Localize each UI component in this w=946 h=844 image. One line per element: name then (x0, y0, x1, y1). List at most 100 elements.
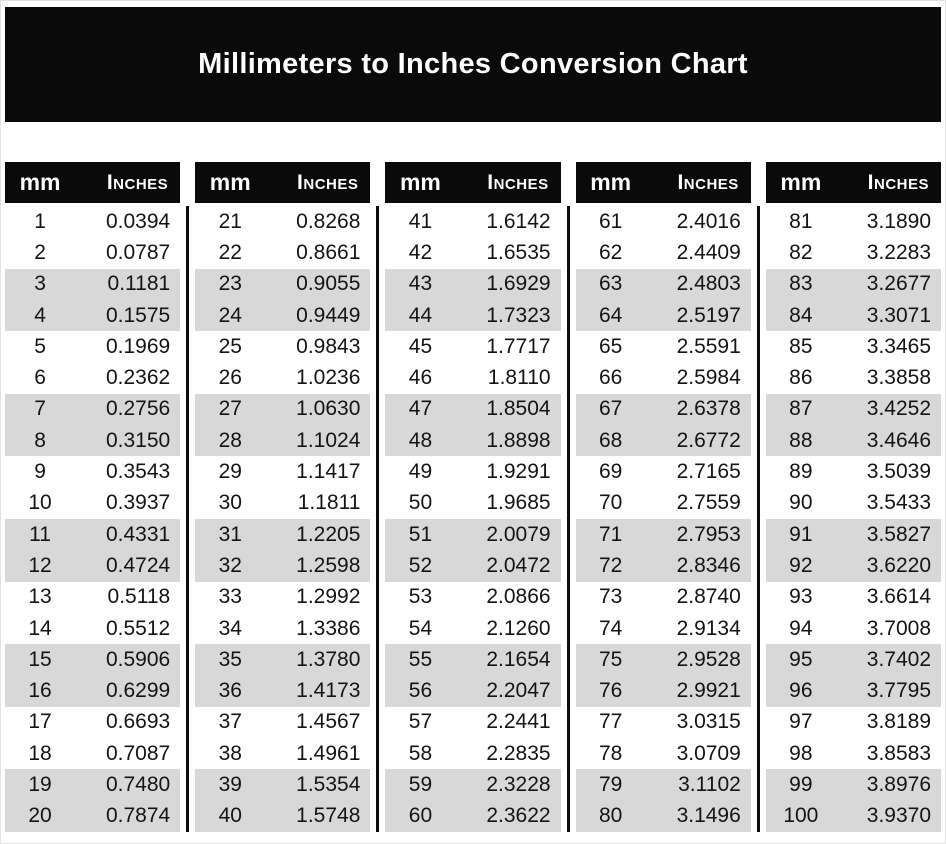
mm-cell: 86 (789, 366, 813, 390)
table-row: 73 2.8740 (575, 581, 751, 613)
inches-cell: 2.2835 (486, 741, 551, 765)
mm-cell: 90 (789, 491, 813, 515)
table-header: mm Inches (575, 162, 751, 203)
mm-cell: 100 (783, 804, 819, 828)
table-row: 6 0.2362 (5, 362, 181, 394)
inches-cell: 3.3465 (866, 334, 931, 358)
table-row: 8 0.3150 (5, 425, 181, 457)
inches-cell: 2.5591 (676, 334, 741, 358)
mm-cell: 81 (789, 209, 813, 233)
table-row: 36 1.4173 (195, 675, 371, 707)
inches-cell: 2.0472 (486, 553, 551, 577)
mm-cell: 13 (28, 585, 52, 609)
table-row: 97 3.8189 (765, 706, 942, 739)
mm-cell: 94 (789, 616, 813, 640)
inches-cell: 0.9055 (296, 272, 361, 296)
table-row: 2 0.0787 (5, 237, 181, 269)
inches-cell: 2.5197 (676, 303, 741, 327)
table-row: 70 2.7559 (575, 487, 751, 519)
inches-cell: 0.9449 (296, 303, 361, 327)
table-row: 57 2.2441 (385, 706, 561, 739)
table-row: 1 0.0394 (5, 206, 181, 238)
table-row: 28 1.1024 (195, 425, 371, 457)
mm-cell: 56 (408, 679, 433, 703)
inches-cell: 2.1654 (486, 647, 551, 671)
inches-cell: 0.2362 (105, 366, 171, 390)
inches-cell: 1.1024 (296, 428, 361, 452)
table-row: 22 0.8661 (195, 237, 371, 269)
inches-cell: 2.4016 (676, 209, 741, 233)
inches-cell: 0.5118 (107, 585, 171, 609)
inches-cell: 0.3543 (105, 460, 171, 484)
inches-cell: 0.4724 (105, 553, 171, 577)
inches-cell: 0.7874 (105, 804, 171, 828)
inches-cell: 1.5354 (296, 772, 361, 796)
mm-cell: 7 (34, 397, 46, 421)
table-row: 79 3.1102 (575, 769, 751, 801)
table-row: 17 0.6693 (5, 706, 181, 739)
table-row: 68 2.6772 (575, 425, 751, 457)
inches-cell: 3.4646 (866, 428, 931, 452)
table-row: 69 2.7165 (575, 456, 751, 488)
mm-cell: 34 (218, 616, 242, 640)
header-mm-label: mm (590, 169, 632, 195)
inches-cell: 2.6378 (676, 397, 741, 421)
mm-cell: 55 (408, 647, 433, 671)
table-row: 7 0.2756 (5, 393, 181, 426)
mm-cell: 41 (408, 209, 433, 233)
table-row: 92 3.6220 (765, 550, 942, 582)
mm-cell: 10 (28, 491, 52, 515)
table-row: 96 3.7795 (765, 675, 942, 707)
inches-cell: 0.9843 (296, 334, 361, 358)
header-mm-label: mm (780, 169, 822, 195)
mm-cell: 19 (28, 772, 52, 796)
mm-cell: 62 (598, 240, 623, 264)
header-mm-label: mm (19, 169, 61, 195)
table-row: 13 0.5118 (5, 581, 181, 613)
inches-cell: 2.1260 (486, 616, 551, 640)
mm-cell: 12 (28, 553, 52, 577)
table-body: 61 2.4016 62 2.4409 63 2.4803 64 2.5197 … (575, 206, 751, 832)
mm-cell: 96 (789, 679, 813, 703)
mm-cell: 49 (408, 460, 433, 484)
inches-cell: 3.2283 (866, 240, 931, 264)
mm-cell: 15 (28, 647, 52, 671)
table-row: 35 1.3780 (195, 644, 371, 676)
table-row: 64 2.5197 (575, 299, 751, 332)
mm-cell: 28 (218, 428, 242, 452)
inches-cell: 0.5512 (105, 616, 171, 640)
inches-cell: 0.2756 (105, 397, 171, 421)
table-row: 11 0.4331 (5, 518, 181, 551)
header-inches-label: Inches (677, 170, 739, 194)
mm-cell: 14 (28, 616, 52, 640)
mm-cell: 43 (408, 272, 433, 296)
table-row: 82 3.2283 (765, 237, 942, 269)
mm-cell: 92 (789, 553, 813, 577)
table-row: 88 3.4646 (765, 425, 942, 457)
mm-cell: 87 (789, 397, 813, 421)
mm-cell: 23 (218, 272, 242, 296)
mm-cell: 58 (408, 741, 433, 765)
table-row: 76 2.9921 (575, 675, 751, 707)
inches-cell: 1.2205 (296, 522, 361, 546)
inches-cell: 1.0630 (296, 397, 361, 421)
mm-cell: 64 (598, 303, 623, 327)
table-row: 37 1.4567 (195, 706, 371, 739)
table-row: 15 0.5906 (5, 644, 181, 676)
mm-cell: 22 (218, 240, 242, 264)
table-row: 59 2.3228 (385, 769, 561, 801)
inches-cell: 1.4961 (296, 741, 361, 765)
mm-cell: 33 (218, 585, 242, 609)
mm-cell: 78 (598, 741, 623, 765)
table-row: 40 1.5748 (195, 800, 371, 832)
table-row: 84 3.3071 (765, 299, 942, 332)
table-body: 21 0.8268 22 0.8661 23 0.9055 24 0.9449 … (195, 206, 371, 832)
inches-cell: 1.9685 (486, 491, 551, 515)
table-row: 33 1.2992 (195, 581, 371, 613)
table-row: 58 2.2835 (385, 738, 561, 770)
inches-cell: 2.7559 (676, 491, 741, 515)
table-row: 94 3.7008 (765, 612, 942, 645)
table-header: mm Inches (765, 162, 942, 203)
inches-cell: 3.6220 (866, 553, 931, 577)
mm-cell: 53 (408, 585, 433, 609)
